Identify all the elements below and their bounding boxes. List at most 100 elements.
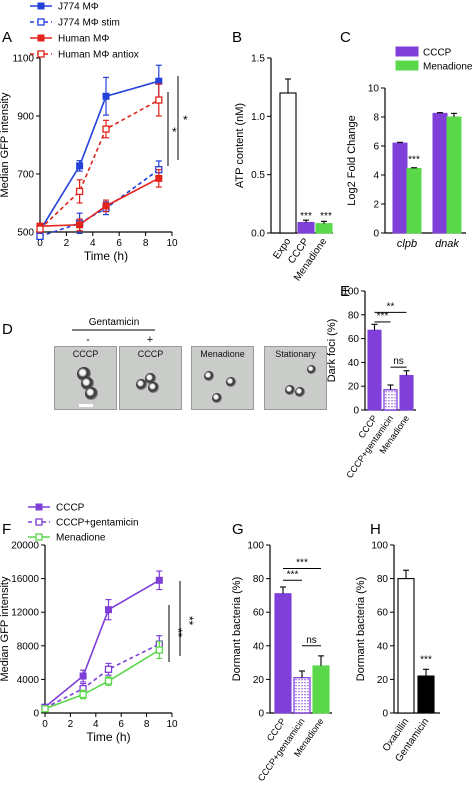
- data-point: [105, 606, 112, 614]
- y-tick-label: 12000: [11, 608, 39, 619]
- x-tick-label: 2: [68, 719, 74, 730]
- hatch-dot: [307, 691, 309, 693]
- legend-swatch: [395, 46, 419, 57]
- data-point: [155, 96, 163, 104]
- significance-marker: ***: [377, 311, 389, 322]
- y-tick-label: 1.0: [251, 112, 265, 123]
- hatch-dot: [385, 409, 387, 411]
- hatch-dot: [301, 706, 303, 708]
- panel-label-d: D: [2, 321, 13, 338]
- hatch-dot: [307, 688, 309, 690]
- hatch-dot: [307, 709, 309, 711]
- data-point: [37, 2, 45, 10]
- y-axis-title: Dormant bacteria (%): [231, 577, 243, 682]
- y-tick-label: 40: [253, 641, 265, 652]
- y-tick-label: 100: [371, 541, 388, 552]
- hatch-dot: [388, 406, 390, 408]
- hatch-dot: [295, 694, 297, 696]
- y-tick-label: 20000: [11, 541, 39, 552]
- y-tick-label: 60: [348, 334, 360, 345]
- hatch-dot: [298, 688, 300, 690]
- data-point: [79, 690, 87, 699]
- y-tick-label: 80: [253, 574, 265, 585]
- y-tick-label: 20: [348, 382, 360, 393]
- data-point: [35, 503, 43, 511]
- micrograph-tile-menadione: Menadione: [191, 346, 254, 410]
- hatch-dot: [295, 691, 297, 693]
- panel-label-b: B: [232, 29, 242, 46]
- legend-label: J774 MΦ: [58, 2, 99, 13]
- hatch-dot: [304, 706, 306, 708]
- hatch-dot: [301, 691, 303, 693]
- legend-label: J774 MΦ stim: [58, 18, 120, 29]
- significance-marker: **: [171, 628, 185, 638]
- hatch-dot: [295, 703, 297, 705]
- significance-marker: ns: [306, 635, 317, 646]
- bar: [297, 221, 315, 234]
- hatch-dot: [307, 682, 309, 684]
- significance-marker: ***: [287, 569, 299, 580]
- hatch-dot: [304, 697, 306, 699]
- micrograph-minus: -: [86, 334, 90, 346]
- hatch-dot: [391, 403, 393, 405]
- hatch-dot: [304, 712, 306, 714]
- legend-label: CCCP+gentamicin: [56, 518, 139, 529]
- y-tick-label: 4: [373, 171, 379, 182]
- y-tick-label: 80: [348, 310, 360, 321]
- x-axis-title: Time (h): [86, 730, 130, 744]
- cell-image: [204, 371, 214, 381]
- x-tick-label: 10: [166, 719, 178, 730]
- hatch-dot: [301, 703, 303, 705]
- hatch-dot: [301, 694, 303, 696]
- data-point: [79, 672, 87, 680]
- hatch-dot: [385, 403, 387, 405]
- legend-label: Human MΦ: [58, 34, 109, 45]
- y-axis-title: Median GFP intensity: [0, 92, 11, 197]
- bar: [274, 593, 292, 714]
- hatch-dot: [391, 400, 393, 402]
- legend-swatch: [395, 60, 419, 71]
- y-tick-label: 80: [377, 574, 389, 585]
- hatch-dot: [304, 685, 306, 687]
- hatch-dot: [301, 688, 303, 690]
- micrograph-label: Menadione: [200, 349, 245, 359]
- hatch-dot: [388, 403, 390, 405]
- bar: [367, 329, 382, 411]
- y-tick-label: 0.0: [251, 229, 265, 240]
- hatch-dot: [385, 391, 387, 393]
- hatch-dot: [394, 394, 396, 396]
- cell-image: [145, 373, 156, 384]
- y-tick-label: 40: [348, 358, 360, 369]
- data-point: [37, 34, 45, 42]
- x-tick-label: 4: [90, 238, 96, 249]
- data-point: [37, 18, 45, 26]
- y-tick-label: 2: [373, 200, 379, 211]
- hatch-dot: [307, 697, 309, 699]
- data-point: [36, 225, 44, 233]
- legend-label: Menadione: [56, 533, 106, 544]
- cell-image: [81, 377, 94, 390]
- significance-marker: ***: [408, 154, 420, 165]
- data-point: [102, 202, 110, 210]
- hatch-dot: [385, 394, 387, 396]
- y-tick-label: 500: [17, 228, 34, 239]
- cell-image: [148, 382, 159, 393]
- cell-image: [212, 393, 222, 403]
- hatch-dot: [298, 697, 300, 699]
- y-tick-label: 20: [377, 675, 389, 686]
- hatch-dot: [295, 709, 297, 711]
- series-line: [44, 649, 160, 710]
- hatch-dot: [391, 406, 393, 408]
- y-tick-label: 100: [342, 287, 359, 298]
- legend-label: CCCP: [423, 48, 452, 59]
- hatch-dot: [298, 700, 300, 702]
- y-axis-title: Dormant bacteria (%): [355, 577, 367, 682]
- hatch-dot: [394, 391, 396, 393]
- hatch-dot: [307, 703, 309, 705]
- cell-image: [85, 387, 98, 400]
- hatch-dot: [301, 697, 303, 699]
- panel-label-a: A: [2, 29, 12, 46]
- y-tick-label: 0: [382, 709, 388, 720]
- data-point: [155, 174, 163, 182]
- data-point: [41, 705, 49, 713]
